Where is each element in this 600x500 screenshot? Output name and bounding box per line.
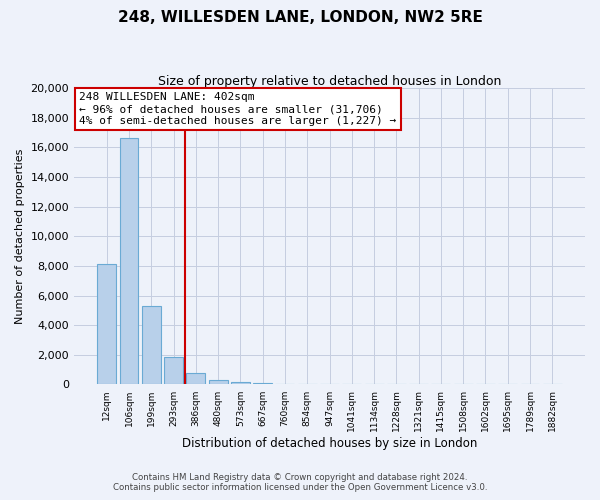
Bar (231, 382, 250, 384)
Bar (187, 374, 205, 384)
Title: Size of property relative to detached houses in London: Size of property relative to detached ho… (158, 75, 501, 88)
Bar (164, 357, 183, 384)
Bar (97, 264, 116, 384)
Text: 248, WILLESDEN LANE, LONDON, NW2 5RE: 248, WILLESDEN LANE, LONDON, NW2 5RE (118, 10, 482, 25)
Bar (142, 306, 161, 384)
X-axis label: Distribution of detached houses by size in London: Distribution of detached houses by size … (182, 437, 477, 450)
Text: 248 WILLESDEN LANE: 402sqm
← 96% of detached houses are smaller (31,706)
4% of s: 248 WILLESDEN LANE: 402sqm ← 96% of deta… (79, 92, 397, 126)
Y-axis label: Number of detached properties: Number of detached properties (15, 148, 25, 324)
Bar (253, 383, 272, 384)
Bar (209, 380, 227, 384)
Bar (119, 138, 139, 384)
Text: Contains HM Land Registry data © Crown copyright and database right 2024.
Contai: Contains HM Land Registry data © Crown c… (113, 473, 487, 492)
